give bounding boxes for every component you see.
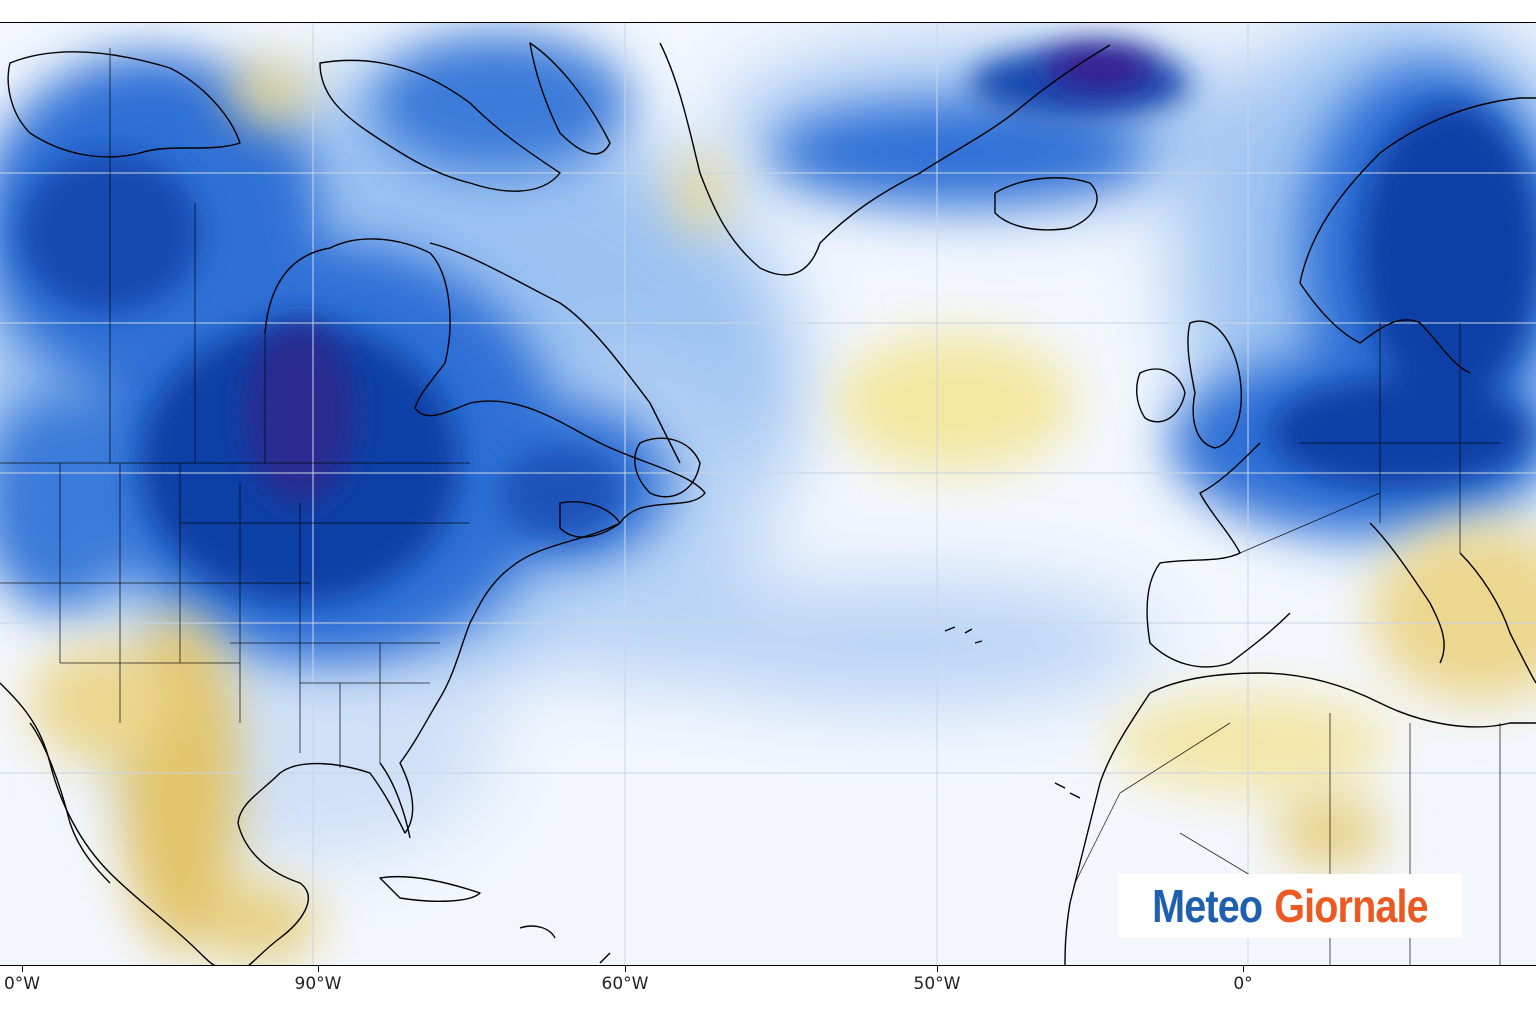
logo-word-meteo: Meteo [1152,880,1263,932]
map-canvas [0,23,1536,965]
lon-label-3: 60°W [601,974,649,994]
coastlines [0,42,1536,965]
borders [0,48,1501,965]
logo-word-giornale: Giornale [1274,880,1428,932]
tick-4 [937,966,938,972]
tick-1 [22,966,23,972]
extreme-cold-cores [245,46,1155,503]
lon-label-5: 0° [1233,974,1253,994]
meteo-giornale-logo: Meteo Giornale [1118,874,1462,938]
lon-label-1: 0°W [3,974,41,994]
warm-areas [30,63,1536,963]
lon-label-4: 50°W [913,974,961,994]
lon-label-2: 90°W [294,974,342,994]
tick-2 [318,966,319,972]
tick-3 [625,966,626,972]
anomaly-map [0,22,1536,966]
graticule [0,23,1536,965]
tick-5 [1243,966,1244,972]
